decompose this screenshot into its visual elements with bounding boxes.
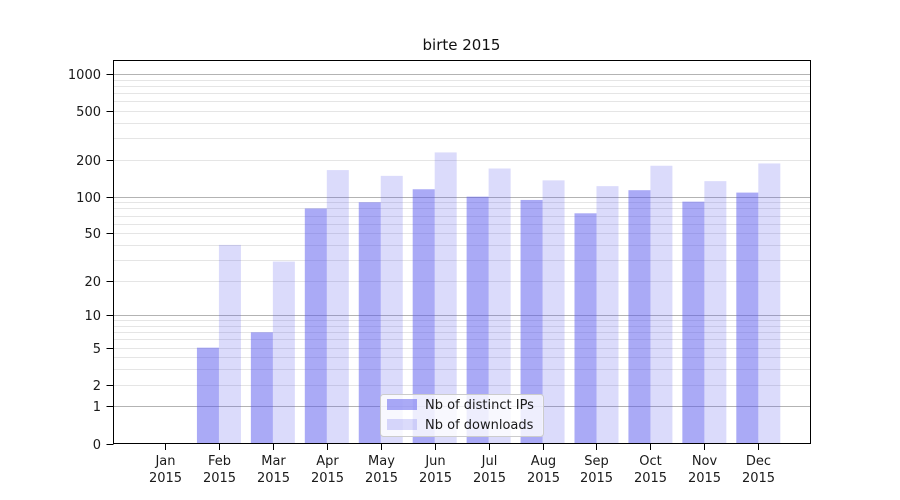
y-tick-label: 20 [84, 275, 101, 290]
legend-label-downloads: Nb of downloads [425, 418, 534, 433]
x-tick-label-year: 2015 [257, 471, 290, 486]
bar-ips-mar [250, 332, 273, 444]
y-tick-label: 5 [93, 342, 101, 357]
bar-downloads-may [380, 175, 403, 444]
bar-ips-sep [574, 213, 597, 444]
bar-ips-feb [196, 347, 219, 444]
y-tick-label: 200 [76, 154, 101, 169]
bar-ips-jul [466, 196, 489, 444]
legend-swatch-downloads [387, 419, 417, 430]
x-tick-label-month: Aug [531, 454, 556, 469]
bar-downloads-sep [596, 186, 619, 444]
chart-title: birte 2015 [422, 36, 501, 54]
x-tick-label-month: Jul [481, 454, 498, 469]
x-tick-label-year: 2015 [473, 471, 506, 486]
bar-downloads-jul [488, 168, 511, 444]
x-tick-label-month: Jan [154, 454, 175, 469]
bar-ips-nov [682, 201, 705, 444]
x-tick-label-month: Feb [208, 454, 231, 469]
y-tick-label: 1 [93, 400, 101, 415]
bar-downloads-apr [326, 170, 349, 444]
axes-box [113, 60, 811, 444]
x-tick-label-month: Nov [692, 454, 718, 469]
x-tick-label-year: 2015 [203, 471, 236, 486]
y-tick-label: 100 [76, 191, 101, 206]
bar-ips-dec [736, 192, 759, 444]
bar-downloads-nov [704, 181, 727, 444]
x-tick-label-month: Dec [746, 454, 771, 469]
x-tick-label-month: Sep [584, 454, 609, 469]
x-tick-label-month: Mar [261, 454, 286, 469]
y-tick-label: 10 [84, 309, 101, 324]
y-tick-label: 1000 [68, 68, 101, 83]
bar-downloads-oct [650, 165, 673, 444]
bar-ips-may [358, 202, 381, 444]
bar-ips-jun [412, 189, 435, 444]
bar-downloads-aug [542, 180, 565, 444]
bar-downloads-mar [272, 261, 295, 444]
x-tick-label-year: 2015 [580, 471, 613, 486]
bar-ips-aug [520, 199, 543, 444]
y-tick-label: 0 [93, 438, 101, 453]
legend-swatch-ips [387, 399, 417, 410]
x-tick-label-year: 2015 [311, 471, 344, 486]
bar-downloads-feb [218, 244, 241, 444]
x-tick-label-month: Apr [316, 454, 339, 469]
y-tick-label: 2 [93, 379, 101, 394]
y-tick-label: 50 [84, 227, 101, 242]
bar-downloads-jun [434, 152, 457, 444]
bar-ips-oct [628, 190, 651, 444]
y-tick-label: 500 [76, 105, 101, 120]
x-tick-label-year: 2015 [149, 471, 182, 486]
x-tick-label-month: Oct [639, 454, 661, 469]
x-tick-label-month: Jun [424, 454, 445, 469]
legend-label-ips: Nb of distinct IPs [425, 398, 534, 413]
x-tick-label-year: 2015 [419, 471, 452, 486]
legend-box [380, 394, 544, 437]
x-tick-label-year: 2015 [688, 471, 721, 486]
x-tick-label-year: 2015 [527, 471, 560, 486]
x-tick-label-month: May [368, 454, 395, 469]
bar-ips-apr [304, 208, 327, 444]
bar-downloads-dec [758, 163, 781, 444]
x-tick-label-year: 2015 [634, 471, 667, 486]
x-tick-label-year: 2015 [742, 471, 775, 486]
x-tick-label-year: 2015 [365, 471, 398, 486]
